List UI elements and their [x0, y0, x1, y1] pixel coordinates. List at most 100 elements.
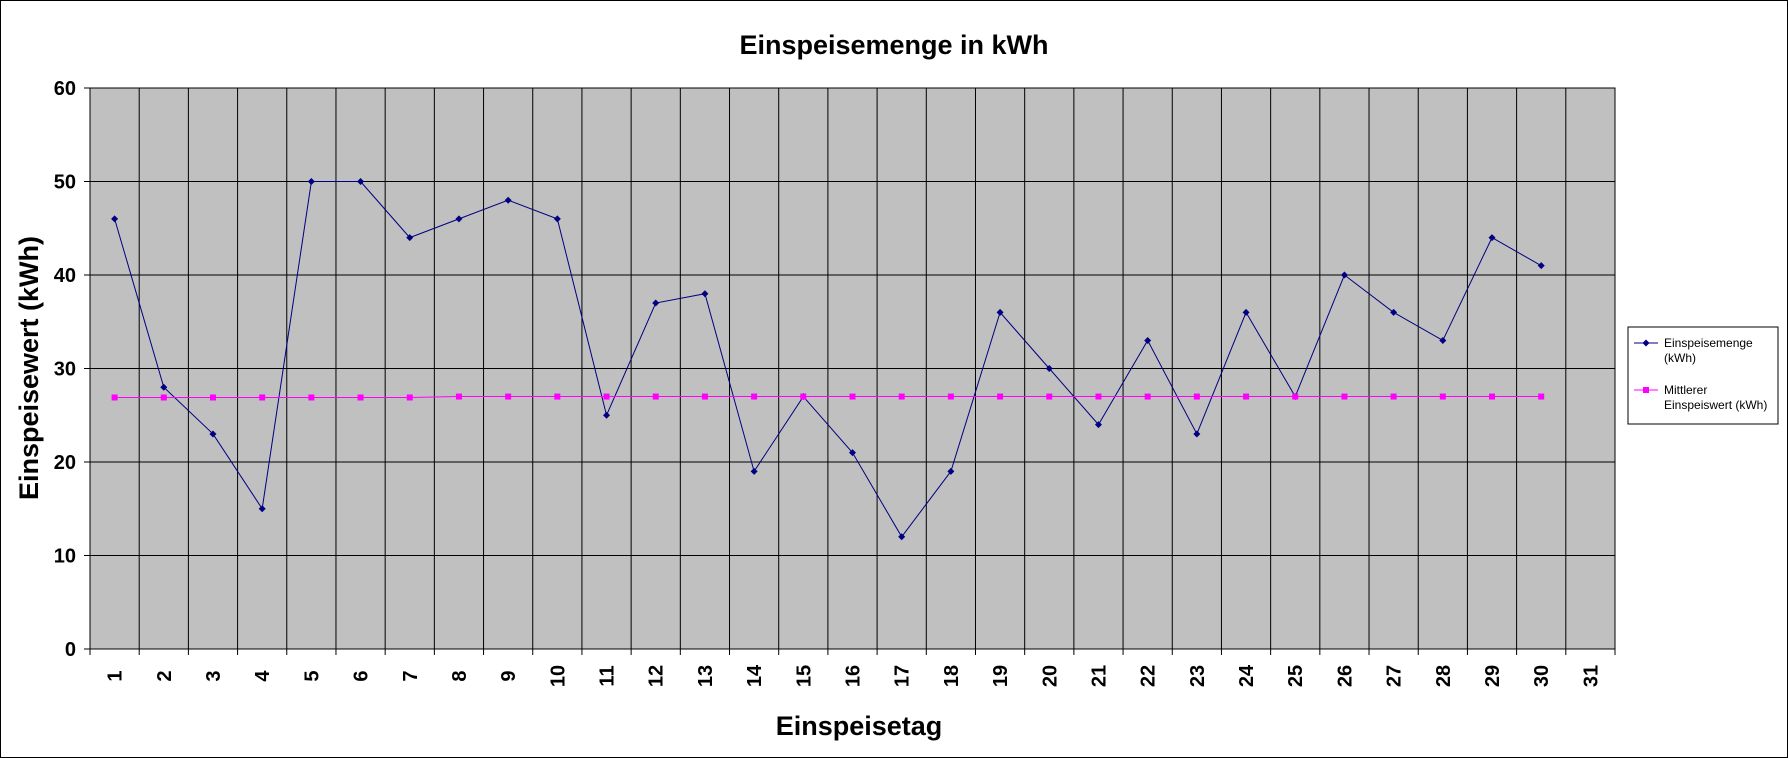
data-point-square [1193, 393, 1200, 400]
x-tick-label: 30 [1531, 665, 1553, 687]
x-tick-label: 27 [1384, 665, 1406, 687]
y-tick-label: 30 [54, 359, 76, 381]
x-tick-label: 8 [449, 670, 471, 681]
legend-label: Einspeisemenge [1664, 336, 1753, 350]
x-tick-label: 26 [1334, 665, 1356, 687]
legend-marker-diamond [1642, 339, 1650, 347]
legend-label: Einspeiswert (kWh) [1664, 398, 1767, 412]
data-point-diamond [652, 299, 660, 307]
data-point-diamond [603, 411, 611, 419]
x-tick-label: 22 [1138, 665, 1160, 687]
x-tick-label: 15 [793, 665, 815, 687]
data-point-diamond [1488, 234, 1496, 242]
data-point-square [505, 393, 512, 400]
x-tick-label: 12 [646, 665, 668, 687]
x-tick-label: 3 [203, 670, 225, 681]
data-point-square [554, 393, 561, 400]
series-line-1 [114, 181, 1542, 538]
data-point-diamond [996, 308, 1004, 316]
y-tick-label: 20 [54, 452, 76, 474]
data-point-diamond [209, 430, 217, 438]
x-tick-label: 13 [695, 665, 717, 687]
data-point-square [455, 393, 462, 400]
x-tick-label: 2 [154, 670, 176, 681]
x-tick-label: 25 [1285, 665, 1307, 687]
data-point-square [259, 394, 266, 401]
y-axis-ticks: 0 10 20 30 40 50 60 [54, 78, 90, 661]
data-point-square [849, 393, 856, 400]
legend: Einspeisemenge(kWh) MittlererEinspeiswert… [1627, 326, 1779, 425]
data-point-square [1144, 393, 1151, 400]
data-point-square [357, 394, 364, 401]
data-point-diamond [1242, 308, 1250, 316]
data-point-square [947, 393, 954, 400]
data-point-square [1292, 393, 1299, 400]
x-tick-label: 14 [744, 664, 766, 687]
legend-label: (kWh) [1664, 351, 1696, 365]
x-tick-label: 18 [941, 665, 963, 687]
x-tick-label: 17 [892, 665, 914, 687]
y-tick-label: 60 [54, 78, 76, 100]
x-tick-label: 16 [843, 665, 865, 687]
y-tick-label: 0 [65, 639, 76, 661]
data-point-diamond [701, 290, 709, 298]
data-point-diamond [898, 533, 906, 541]
data-point-diamond [455, 215, 463, 223]
data-point-diamond [160, 383, 168, 391]
data-point-diamond [406, 234, 414, 242]
x-tick-label: 24 [1236, 664, 1258, 687]
data-point-square [898, 393, 905, 400]
data-point-square [308, 394, 315, 401]
x-tick-label: 10 [547, 665, 569, 687]
data-point-diamond [750, 467, 758, 475]
data-point-square [701, 393, 708, 400]
x-tick-label: 9 [498, 670, 520, 681]
x-tick-label: 19 [990, 665, 1012, 687]
y-axis-title: Einspeisewert (kWh) [14, 236, 44, 500]
x-tick-label: 31 [1580, 665, 1602, 687]
x-tick-label: 1 [105, 670, 127, 681]
x-axis-title: Einspeisetag [776, 711, 943, 741]
x-tick-label: 5 [301, 670, 323, 681]
data-point-square [406, 394, 413, 401]
data-point-diamond [553, 215, 561, 223]
data-point-diamond [357, 178, 365, 185]
x-tick-label: 20 [1039, 665, 1061, 687]
data-point-diamond [1390, 308, 1398, 316]
data-point-diamond [1045, 365, 1053, 372]
data-point-diamond [947, 467, 955, 475]
series-layer [111, 178, 1545, 541]
data-point-square [111, 394, 118, 401]
data-point-diamond [1537, 262, 1545, 270]
x-tick-label: 7 [400, 670, 422, 681]
gridlines [90, 88, 1615, 649]
data-point-diamond [1144, 336, 1152, 344]
legend-label: Mittlerer [1664, 383, 1707, 397]
y-tick-label: 10 [54, 546, 76, 568]
chart-title: Einspeisemenge in kWh [739, 30, 1048, 60]
data-point-diamond [504, 196, 512, 204]
series-line-2 [114, 396, 1542, 398]
x-tick-label: 11 [597, 665, 619, 686]
data-point-square [1341, 393, 1348, 400]
data-point-square [1390, 393, 1397, 400]
x-tick-label: 6 [351, 670, 373, 681]
data-point-square [1538, 393, 1545, 400]
x-tick-label: 28 [1433, 665, 1455, 687]
data-point-square [1489, 393, 1496, 400]
data-point-square [1439, 393, 1446, 400]
data-point-square [652, 393, 659, 400]
data-point-diamond [258, 505, 266, 513]
y-tick-label: 50 [54, 172, 76, 194]
data-point-square [160, 394, 167, 401]
data-point-square [1243, 393, 1250, 400]
data-point-diamond [1193, 430, 1201, 438]
x-tick-label: 29 [1482, 665, 1504, 687]
data-point-diamond [849, 449, 856, 457]
data-point-square [1095, 393, 1102, 400]
x-tick-label: 21 [1088, 665, 1110, 687]
x-tick-label: 23 [1187, 665, 1209, 687]
data-point-square [751, 393, 758, 400]
legend-marker-square [1643, 387, 1649, 393]
